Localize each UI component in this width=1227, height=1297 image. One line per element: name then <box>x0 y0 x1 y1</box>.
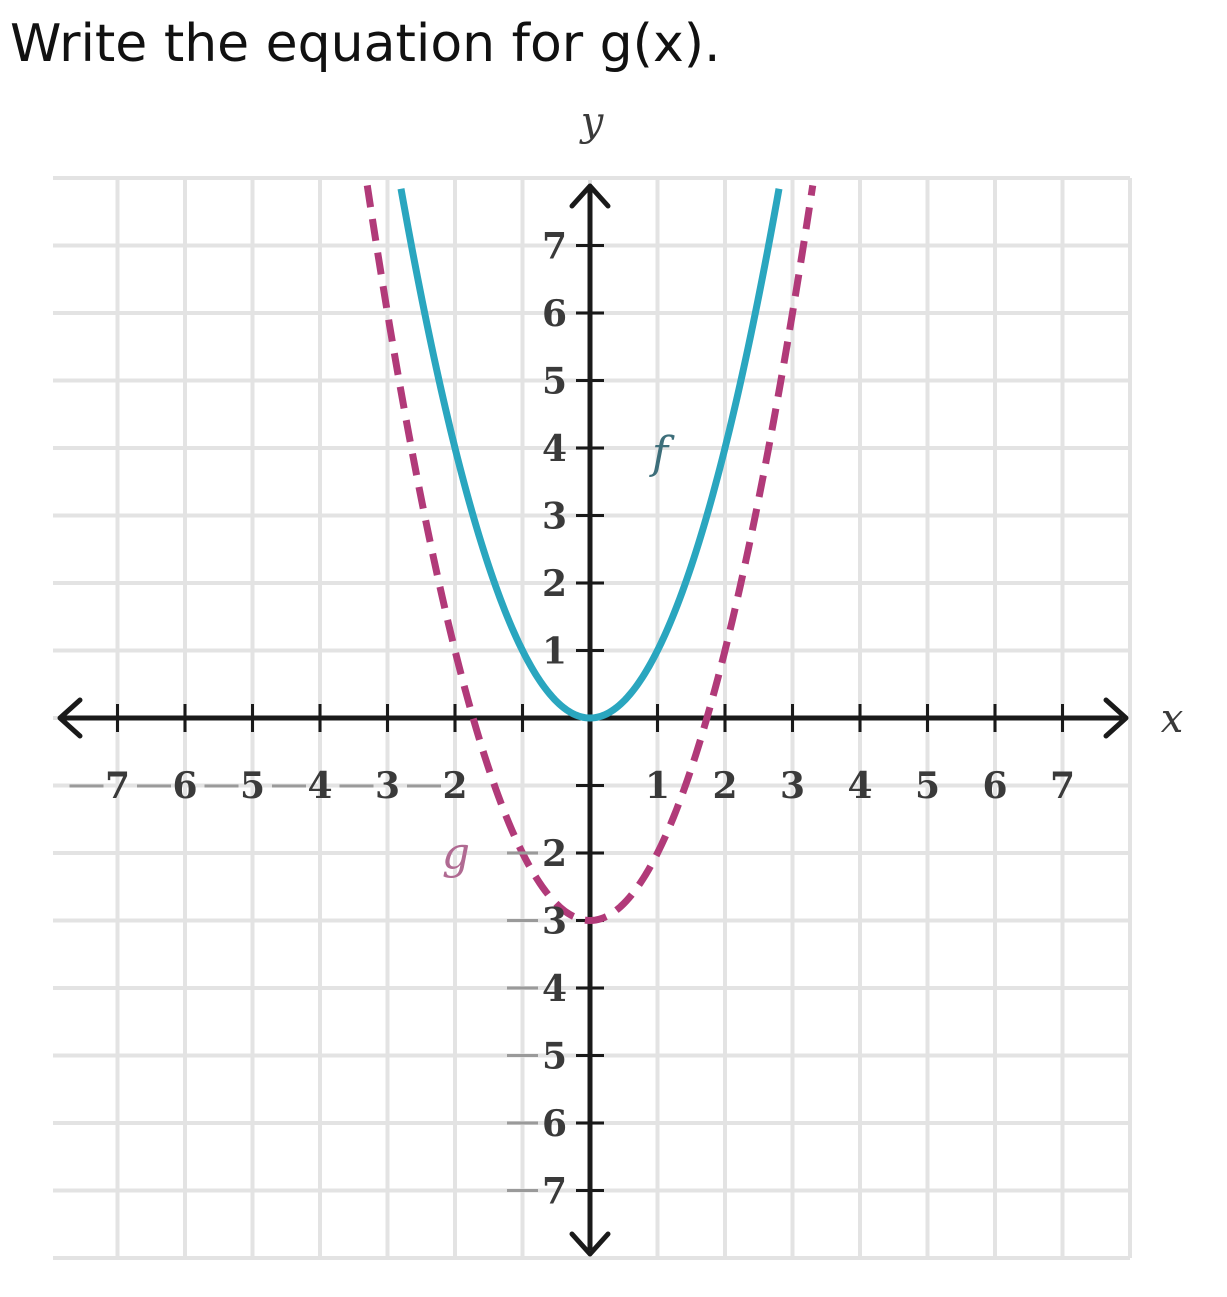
y-tick-label: 4 <box>542 968 567 1010</box>
x-axis-arrow-left <box>57 697 83 739</box>
y-tick-label: 6 <box>542 293 567 335</box>
y-tick-label: 3 <box>542 496 567 538</box>
curve-label-f: f <box>649 428 675 479</box>
y-axis-title: y <box>579 99 605 145</box>
x-axis-arrow-right <box>1103 697 1129 739</box>
y-tick-label: 7 <box>542 226 567 268</box>
curve-label-g: g <box>442 828 470 879</box>
x-tick-label: 5 <box>915 765 940 807</box>
y-axis-arrow-up <box>569 183 611 209</box>
y-tick-label: 2 <box>542 833 567 875</box>
question-text: Write the equation for g(x). <box>10 14 721 74</box>
y-tick-label: 2 <box>542 563 567 605</box>
x-tick-label: 7 <box>1050 765 1075 807</box>
x-tick-label: 6 <box>172 765 197 807</box>
y-axis-arrow-down <box>569 1231 611 1257</box>
y-tick-label: 4 <box>542 428 567 470</box>
y-tick-label: 5 <box>542 1036 567 1078</box>
x-tick-label: 3 <box>375 765 400 807</box>
y-tick-label: 6 <box>542 1103 567 1145</box>
x-tick-label: 3 <box>780 765 805 807</box>
x-tick-label: 4 <box>847 765 872 807</box>
x-tick-label: 6 <box>982 765 1007 807</box>
y-tick-label: 5 <box>542 361 567 403</box>
x-tick-label: 2 <box>442 765 467 807</box>
y-tick-label: 1 <box>542 631 567 673</box>
x-tick-label: 2 <box>712 765 737 807</box>
x-tick-label: 7 <box>105 765 130 807</box>
x-tick-label: 1 <box>645 765 670 807</box>
curve-g <box>363 184 817 925</box>
x-tick-label: 5 <box>240 765 265 807</box>
x-axis-title: x <box>1161 696 1184 742</box>
y-tick-label: 7 <box>542 1171 567 1213</box>
curves <box>363 184 817 925</box>
x-tick-label: 4 <box>307 765 332 807</box>
y-tick-label: 3 <box>542 901 567 943</box>
curve-f <box>397 188 783 722</box>
